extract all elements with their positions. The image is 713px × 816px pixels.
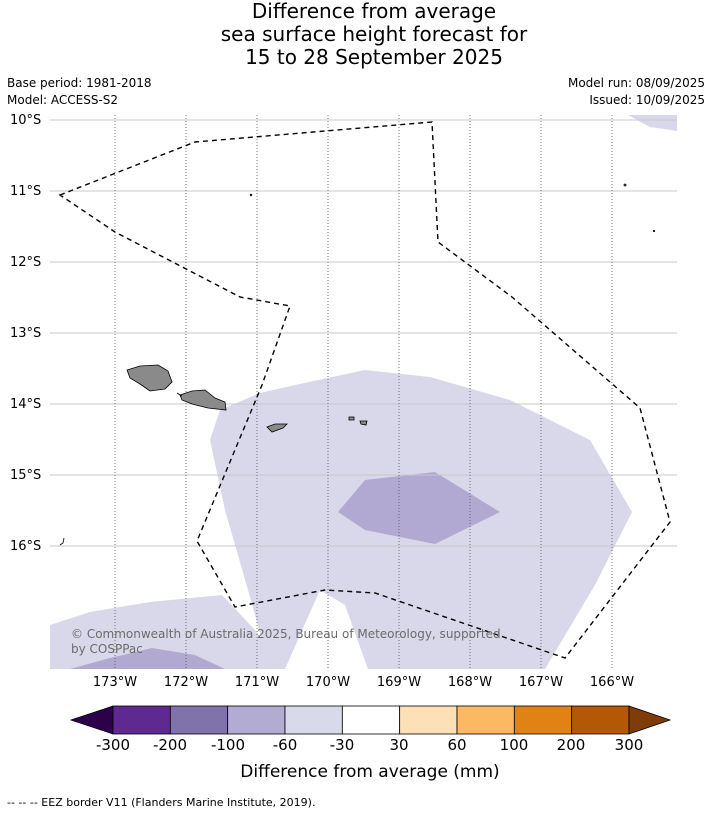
small-islet xyxy=(623,183,627,187)
lon-tick: 170°W xyxy=(305,675,351,690)
lat-tick: 14°S xyxy=(10,397,42,412)
lon-tick: 168°W xyxy=(447,675,493,690)
chart-title: Difference from average sea surface heig… xyxy=(0,0,713,69)
title-line-1: Difference from average xyxy=(251,0,497,23)
colorbar-label: Difference from average (mm) xyxy=(240,762,500,782)
colorbar-tick: 60 xyxy=(447,736,467,754)
colorbar-tick: 300 xyxy=(614,736,644,754)
colorbar-swatch xyxy=(513,705,573,735)
small-islet xyxy=(176,392,183,397)
eez-borders xyxy=(58,121,671,659)
tutuila-island xyxy=(266,423,288,433)
lon-tick: 172°W xyxy=(163,675,209,690)
issued-date: Issued: 10/09/2025 xyxy=(589,93,705,107)
model-name: Model: ACCESS-S2 xyxy=(7,93,119,107)
colorbar-swatch xyxy=(571,705,630,735)
ssh-anomaly-region-medium xyxy=(70,648,225,669)
colorbar-tick: 200 xyxy=(556,736,586,754)
colorbar-swatch xyxy=(227,705,286,735)
colorbar-swatch xyxy=(112,705,171,735)
ssh-anomaly-region-medium xyxy=(338,472,500,544)
tau-island xyxy=(359,420,368,426)
land-masses xyxy=(59,183,656,546)
title-line-3: 15 to 28 September 2025 xyxy=(245,45,503,69)
lon-tick: 169°W xyxy=(376,675,422,690)
colorbar-swatches xyxy=(69,705,672,735)
colorbar-tick: -60 xyxy=(272,736,298,754)
title-line-2: sea surface height forecast for xyxy=(220,22,528,46)
small-islet xyxy=(249,193,253,197)
small-islet xyxy=(652,229,656,233)
colorbar-swatch xyxy=(399,705,458,735)
lon-tick: 173°W xyxy=(92,675,138,690)
lat-tick: 13°S xyxy=(10,326,42,341)
colorbar-swatch xyxy=(284,705,343,735)
colorbar-tick: 100 xyxy=(499,736,529,754)
base-period: Base period: 1981-2018 xyxy=(7,76,152,90)
colorbar-tick: 30 xyxy=(389,736,409,754)
ssh-anomaly-region-light xyxy=(628,115,677,131)
lon-tick: 166°W xyxy=(589,675,635,690)
colorbar-tick: -100 xyxy=(210,736,246,754)
lat-tick: 10°S xyxy=(10,113,42,128)
ofu-island xyxy=(348,416,355,421)
lon-gridlines xyxy=(114,115,613,669)
savaii-island xyxy=(126,364,173,392)
lat-tick: 11°S xyxy=(10,184,42,199)
ssh-anomaly-region-light xyxy=(50,595,285,669)
colorbar-extend-high xyxy=(628,705,672,735)
eez-legend-note: -- -- -- EEZ border V11 (Flanders Marine… xyxy=(7,796,316,809)
model-run: Model run: 08/09/2025 xyxy=(567,76,705,90)
colorbar-tick: -30 xyxy=(329,736,355,754)
meta-right: Model run: 08/09/2025 Issued: 10/09/2025 xyxy=(568,75,705,109)
lon-tick: 167°W xyxy=(518,675,564,690)
colorbar-swatch xyxy=(169,705,229,735)
colorbar-swatch xyxy=(341,705,401,735)
meta-left: Base period: 1981-2018 Model: ACCESS-S2 xyxy=(7,75,152,109)
eez-border-tokelau xyxy=(58,121,671,659)
lat-tick: 16°S xyxy=(10,539,42,554)
lat-tick: 15°S xyxy=(10,468,42,483)
colorbar-swatch xyxy=(456,705,515,735)
lon-tick: 171°W xyxy=(234,675,280,690)
map-plot-area xyxy=(50,115,677,669)
lat-gridlines xyxy=(50,119,677,547)
colorbar-tick: -200 xyxy=(152,736,188,754)
small-islet xyxy=(59,537,65,546)
upolu-island xyxy=(179,389,227,411)
colorbar-extend-low xyxy=(69,705,114,735)
colorbar-tick: -300 xyxy=(95,736,131,754)
lat-tick: 12°S xyxy=(10,255,42,270)
copyright-notice: © Commonwealth of Australia 2025, Bureau… xyxy=(71,627,501,656)
